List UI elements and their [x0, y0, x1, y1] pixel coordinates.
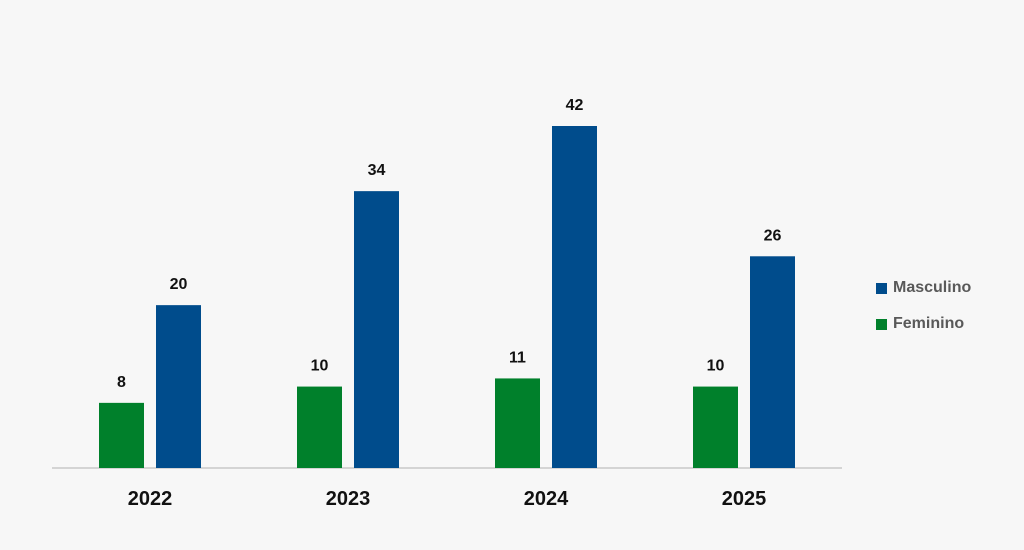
x-tick-label-2023: 2023 [326, 488, 371, 510]
x-tick-label-2024: 2024 [524, 488, 569, 510]
data-label-masculino-2024: 42 [566, 97, 584, 114]
data-label-feminino-2025: 10 [707, 358, 725, 375]
legend-label-masculino: Masculino [893, 279, 972, 296]
data-label-feminino-2022: 8 [117, 374, 126, 391]
bar-feminino-2022 [99, 402, 144, 468]
data-label-feminino-2023: 10 [311, 358, 329, 375]
data-label-masculino-2022: 20 [170, 276, 188, 293]
data-label-masculino-2025: 26 [764, 227, 782, 244]
x-tick-label-2022: 2022 [128, 488, 173, 510]
legend-label-feminino: Feminino [893, 315, 965, 332]
bar-masculino-2023 [354, 191, 399, 468]
bar-feminino-2024 [495, 378, 540, 468]
bar-masculino-2025 [750, 256, 795, 468]
category-labels: 2022 2023 2024 2025 [128, 488, 767, 510]
data-labels: 8 20 10 34 11 42 10 26 [117, 97, 781, 391]
legend-swatch-feminino [876, 318, 887, 330]
bar-feminino-2025 [693, 386, 738, 468]
bar-masculino-2022 [156, 305, 201, 468]
x-tick-label-2025: 2025 [722, 488, 767, 510]
legend: Masculino Feminino [876, 270, 1016, 342]
bar-masculino-2024 [552, 126, 597, 468]
data-label-masculino-2023: 34 [368, 162, 386, 179]
legend-swatch-masculino [876, 282, 887, 294]
legend-item-feminino: Feminino [876, 306, 1016, 342]
legend-item-masculino: Masculino [876, 270, 1016, 306]
bars [99, 126, 795, 468]
data-label-feminino-2024: 11 [509, 349, 526, 366]
bar-feminino-2023 [297, 386, 342, 468]
